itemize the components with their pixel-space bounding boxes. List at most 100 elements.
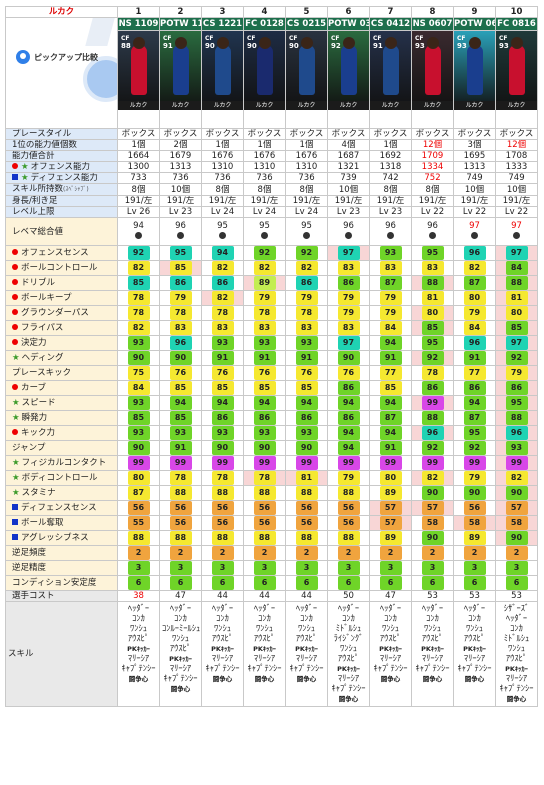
skill-item: ｷｬﾌﾟﾃﾝｼｰ [163,674,198,684]
info-skills: 8個 [117,183,160,196]
stat-cell: 93 [369,245,412,261]
stat-cell: 88 [495,275,538,291]
overall-value: 94 [133,220,144,231]
level-cell: 2 [369,545,412,561]
stat-cell: 83 [327,320,370,336]
stat-cell: 90 [159,350,202,366]
skill-item: ﾜﾝｼｭ [213,624,231,634]
stat-value: 83 [295,321,318,335]
player-card[interactable]: CF 88 ルカク [117,30,160,129]
stat-value: 92 [463,441,486,455]
card-rating: 90 [289,42,299,51]
player-card[interactable]: CF 90 ルカク [201,30,244,129]
player-card[interactable]: CF 93 ルカク [495,30,538,129]
skill-item: PKｷｯｶｰ [337,665,360,673]
player-head [426,37,439,50]
stat-value: 99 [421,456,444,470]
skill-item: 闘争心 [422,675,443,683]
player-card[interactable]: CF 93 ルカク [453,30,496,129]
stat-value: 81 [295,471,318,485]
info-phys: 191/左 [495,195,538,207]
pickup-compare-banner[interactable]: ピックアップ比較 [5,17,118,129]
stat-value: 91 [379,441,402,455]
skill-item: ｱｳｽﾋﾟ [127,634,150,644]
info-style: ボックス [159,128,202,140]
level-value: 2 [463,546,486,560]
stat-cell: 83 [243,320,286,336]
stat-value: 79 [463,471,486,485]
skill-item: ｱｳｽﾋﾟ [295,634,318,644]
stat-value: 87 [379,276,402,290]
info-total: 1676 [285,150,328,162]
card-image: CF 90 ルカク [244,31,285,111]
stat-cell: 94 [285,395,328,411]
stat-value: 99 [295,456,318,470]
stat-value: 95 [421,246,444,260]
stat-cell: 88 [159,485,202,501]
row-label-text: 瞬発力 [21,413,48,423]
player-figure [298,45,315,96]
red-dot-icon [12,338,18,345]
skill-item: ﾐﾄﾞﾙｼｭ [335,624,362,634]
player-card[interactable]: CF 91 ルカク [159,30,202,129]
info-label-phys: 身長/利き足 [5,195,118,207]
stat-cell: 58 [411,515,454,531]
stat-cell: 99 [243,455,286,471]
stat-value: 93 [379,246,402,260]
stat-value: 94 [295,396,318,410]
stat-cell: 88 [243,485,286,501]
level-cell: 6 [201,575,244,591]
player-card[interactable]: CF 90 ルカク [243,30,286,129]
overall-value: 95 [217,220,228,231]
stat-label: プレースキック [5,365,118,381]
stat-cell: 92 [411,350,454,366]
level-cell: 6 [495,575,538,591]
info-off: 1318 [369,161,412,173]
stat-cell: 56 [327,500,370,516]
stat-cell: 86 [285,410,328,426]
stat-label: カーブ [5,380,118,396]
stat-cell: 78 [117,290,160,306]
row-label-text: スキル [8,649,34,659]
stat-cell: 86 [453,380,496,396]
stat-value: 82 [253,261,276,275]
stat-cell: 94 [327,440,370,456]
info-off: 1313 [453,161,496,173]
stat-value: 96 [505,426,528,440]
stat-value: 91 [253,351,276,365]
stat-cell: 79 [285,290,328,306]
card-rating: 91 [163,42,173,51]
row-label-text: オフェンスセンス [21,248,89,258]
stat-value: 99 [505,456,528,470]
stat-cell: 82 [243,260,286,276]
level-value: 6 [127,576,150,590]
stat-cell: 82 [285,260,328,276]
stat-value: 85 [127,276,150,290]
stat-value: 94 [211,396,234,410]
stat-cell: 87 [117,485,160,501]
stat-cell: 85 [243,380,286,396]
card-image: CF 90 ルカク [202,31,243,111]
stat-value: 85 [169,261,192,275]
level-cell: 6 [243,575,286,591]
player-card[interactable]: CF 90 ルカク [285,30,328,129]
stat-cell: 89 [369,485,412,501]
player-figure [466,45,483,96]
stat-cell: 85 [495,320,538,336]
overall-cell: 97 [453,217,496,246]
stat-value: 83 [169,321,192,335]
level-cell: 6 [159,575,202,591]
player-card[interactable]: CF 93 ルカク [411,30,454,129]
skill-item: ﾜﾝｼｭ [381,624,399,634]
stat-cell: 83 [159,320,202,336]
card-position: CF [247,35,256,43]
info-def: 736 [243,172,286,184]
skill-item: ﾏﾘｰｼｱ [169,664,192,674]
info-style: ボックス [495,128,538,140]
stat-value: 90 [127,351,150,365]
stat-value: 99 [463,456,486,470]
level-value: 3 [337,561,360,575]
player-card[interactable]: CF 91 ルカク [369,30,412,129]
player-card[interactable]: CF 92 ルカク [327,30,370,129]
overall-value: 96 [175,220,186,231]
